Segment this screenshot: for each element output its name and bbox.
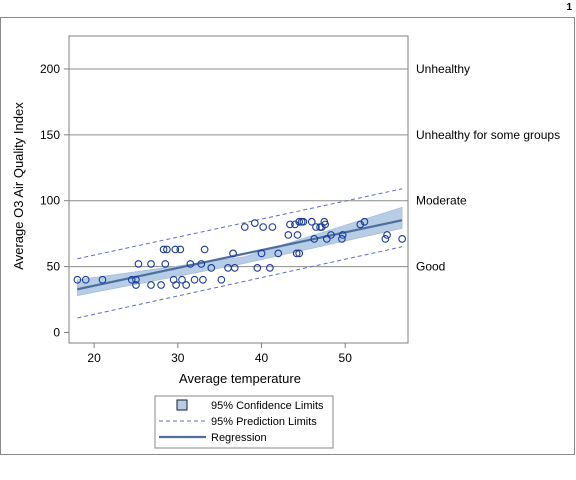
y-tick-label-200: 200 [40, 62, 60, 76]
reference-label-1: Unhealthy for some groups [416, 128, 560, 142]
data-point [73, 275, 82, 284]
page-number: 1 [566, 2, 572, 13]
data-point [274, 249, 283, 258]
data-point [322, 235, 331, 243]
data-point [268, 223, 277, 231]
x-tick-label-40: 40 [255, 351, 269, 365]
x-tick-label-30: 30 [171, 351, 185, 365]
legend-label-confidence: 95% Confidence Limits [211, 400, 324, 412]
data-point [98, 275, 107, 284]
data-point [299, 217, 308, 226]
prediction-limit-upper [77, 188, 403, 260]
data-point [240, 223, 249, 231]
data-point [199, 275, 207, 284]
x-tick-label-50: 50 [339, 351, 353, 365]
legend-swatch-confidence [176, 399, 188, 411]
data-point [159, 245, 168, 254]
data-point [356, 220, 365, 229]
data-point [182, 281, 191, 289]
data-point [398, 235, 406, 243]
y-tick-label-100: 100 [40, 194, 60, 208]
data-point [286, 220, 294, 229]
data-point [190, 275, 199, 284]
data-point [132, 275, 140, 284]
y-tick-label-0: 0 [53, 325, 60, 339]
data-point [257, 249, 266, 258]
y-tick-label-150: 150 [40, 128, 60, 142]
data-point [157, 281, 165, 289]
data-point [312, 223, 320, 231]
data-point [161, 260, 170, 268]
data-point [259, 223, 268, 231]
data-point [292, 249, 301, 258]
data-point [134, 260, 143, 268]
data-point [171, 245, 180, 254]
data-point [284, 231, 293, 239]
data-point [295, 217, 304, 226]
legend-label-regression: Regression [211, 432, 267, 444]
data-point [230, 264, 239, 272]
data-point [327, 231, 335, 239]
x-axis-title: Average temperature [179, 371, 301, 386]
data-point [229, 249, 237, 258]
data-point [147, 260, 155, 268]
legend: 95% Confidence Limits 95% Prediction Limi… [154, 395, 334, 449]
data-point [132, 281, 140, 289]
data-point [217, 275, 226, 284]
data-point [307, 217, 316, 226]
data-point [266, 264, 274, 272]
data-point [178, 275, 186, 284]
chart-frame: Unhealthy Unhealthy for some groups Modera… [0, 17, 575, 455]
data-point [293, 231, 302, 239]
y-tick-label-50: 50 [47, 260, 61, 274]
data-point [295, 249, 304, 258]
x-tick-label-20: 20 [87, 351, 101, 365]
data-point [291, 220, 299, 229]
data-point [381, 235, 390, 243]
data-point [338, 235, 346, 243]
data-point [250, 219, 259, 227]
data-point [253, 264, 262, 272]
data-point [172, 281, 180, 289]
data-point [186, 260, 195, 268]
regression-line [77, 219, 403, 291]
data-point [81, 275, 90, 284]
plot-area: Unhealthy Unhealthy for some groups Modera… [40, 35, 560, 365]
scatter-chart: Unhealthy Unhealthy for some groups Modera… [11, 35, 560, 449]
data-point [321, 220, 329, 229]
data-point [197, 260, 206, 268]
data-point [127, 275, 136, 284]
data-point [338, 231, 347, 239]
data-point [147, 281, 155, 289]
data-point [383, 231, 391, 239]
data-point [200, 245, 209, 254]
data-point [207, 264, 216, 272]
y-axis-title: Average O3 Air Quality Index [11, 102, 26, 270]
legend-label-prediction: 95% Prediction Limits [211, 416, 317, 428]
confidence-band [77, 206, 403, 296]
data-point [360, 217, 369, 226]
reference-label-3: Good [416, 260, 445, 274]
data-point [310, 235, 319, 243]
data-point [163, 245, 171, 254]
reference-label-2: Moderate [416, 194, 467, 208]
reference-label-0: Unhealthy [416, 62, 470, 76]
plot-frame [68, 35, 409, 344]
data-point [176, 245, 185, 254]
